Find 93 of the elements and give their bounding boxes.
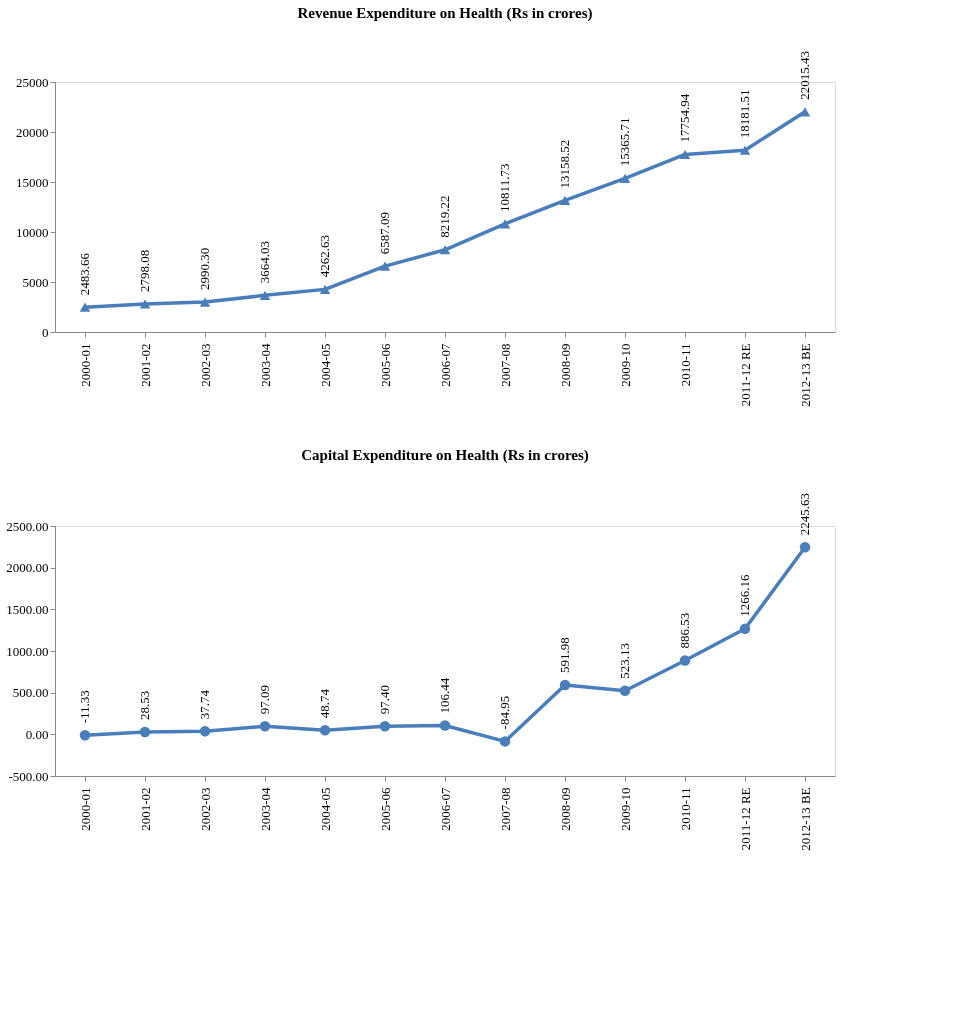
data-label: 8219.22 [437, 195, 452, 238]
x-tick-label: 2003-04 [257, 343, 273, 387]
data-label: 4262.63 [317, 235, 332, 278]
y-tick-label: 15000 [16, 174, 49, 190]
data-label: 1266.16 [737, 574, 752, 617]
x-tick-label: 2007-08 [497, 787, 513, 831]
x-tick-label: 2011-12 RE [737, 343, 753, 407]
point [799, 541, 811, 553]
x-tick-label: 2008-09 [557, 343, 573, 387]
x-tick-label: 2006-07 [437, 343, 453, 387]
point [199, 297, 211, 307]
data-label: 2245.63 [797, 492, 812, 536]
x-tick-label: 2009-10 [617, 343, 633, 387]
data-label: 886.53 [677, 612, 692, 649]
y-tick-label: 1000.00 [6, 643, 49, 659]
point [679, 655, 691, 666]
point [79, 730, 91, 741]
point [79, 302, 91, 312]
data-label: -11.33 [77, 690, 92, 724]
point [619, 173, 631, 183]
x-tick-label: 2005-06 [377, 343, 393, 387]
point [679, 149, 691, 159]
chart-title: Revenue Expenditure on Health (Rs in crores) [297, 5, 593, 23]
x-tick-label: 2004-05 [317, 343, 333, 387]
x-tick-label: 2012-13 BE [797, 343, 813, 407]
data-label: 48.74 [317, 688, 332, 719]
y-tick-label: 1500.00 [6, 601, 49, 617]
data-label: -84.95 [497, 695, 512, 730]
y-tick-label: 500.00 [12, 685, 49, 701]
x-tick-label: 2007-08 [497, 343, 513, 387]
data-label: 2990.30 [197, 247, 212, 291]
data-label: 22015.43 [797, 51, 812, 100]
data-label: 37.74 [197, 689, 212, 720]
data-label: 18181.51 [737, 89, 752, 139]
x-tick-label: 2004-05 [317, 787, 333, 831]
data-label: 17754.94 [677, 93, 692, 143]
y-tick-label: 2000.00 [6, 560, 49, 576]
point [559, 195, 571, 205]
x-tick-label: 2005-06 [377, 787, 393, 831]
point [499, 219, 511, 229]
y-tick-label: 10000 [16, 224, 49, 240]
y-tick-label: 5000 [22, 274, 49, 290]
x-tick-label: 2012-13 BE [797, 787, 813, 851]
x-tick-label: 2010-11 [677, 343, 693, 387]
point [439, 720, 451, 731]
x-tick-label: 2008-09 [557, 787, 573, 831]
point [439, 245, 451, 255]
point [259, 721, 271, 732]
x-tick-label: 2002-03 [197, 343, 213, 387]
data-label: 2798.08 [137, 249, 152, 293]
x-tick-label: 2006-07 [437, 787, 453, 831]
x-tick-label: 2009-10 [617, 787, 633, 831]
point [199, 725, 211, 737]
chart-title: Capital Expenditure on Health (Rs in crores) [301, 446, 589, 464]
data-label: 13158.52 [557, 139, 572, 189]
x-tick-label: 2000-01 [77, 787, 93, 831]
data-label: 10811.73 [497, 163, 512, 212]
data-label: 523.13 [617, 642, 632, 679]
data-label: 3664.03 [257, 241, 272, 284]
data-label: 6587.09 [377, 211, 392, 255]
x-tick-label: 2011-12 RE [737, 787, 753, 851]
data-label: 97.40 [377, 684, 392, 715]
x-tick-label: 2001-02 [137, 343, 153, 387]
point [319, 725, 331, 736]
x-tick-label: 2000-01 [77, 343, 93, 387]
point [739, 623, 751, 635]
point [559, 679, 571, 691]
point [619, 685, 631, 696]
point [379, 720, 391, 732]
point [259, 290, 271, 300]
point [499, 736, 511, 747]
data-label: 106.44 [437, 677, 452, 714]
point [139, 726, 151, 738]
y-tick-label: 2500.00 [6, 518, 49, 534]
y-tick-label: -500.00 [8, 768, 49, 784]
point [319, 284, 331, 294]
data-label: 28.53 [137, 690, 152, 720]
data-label: 2483.66 [77, 252, 92, 296]
y-tick-label: 25000 [16, 74, 49, 90]
y-tick-label: 0.00 [25, 726, 49, 742]
point [739, 145, 751, 155]
x-tick-label: 2010-11 [677, 787, 693, 831]
data-label: 591.98 [557, 637, 572, 673]
x-tick-label: 2002-03 [197, 787, 213, 831]
data-label: 97.09 [257, 684, 272, 715]
point [379, 261, 391, 271]
y-tick-label: 0 [42, 324, 49, 340]
x-tick-label: 2001-02 [137, 787, 153, 831]
point [799, 107, 811, 117]
x-tick-label: 2003-04 [257, 787, 273, 831]
y-tick-label: 20000 [16, 124, 49, 140]
data-label: 15365.71 [617, 117, 632, 167]
point [139, 299, 151, 309]
